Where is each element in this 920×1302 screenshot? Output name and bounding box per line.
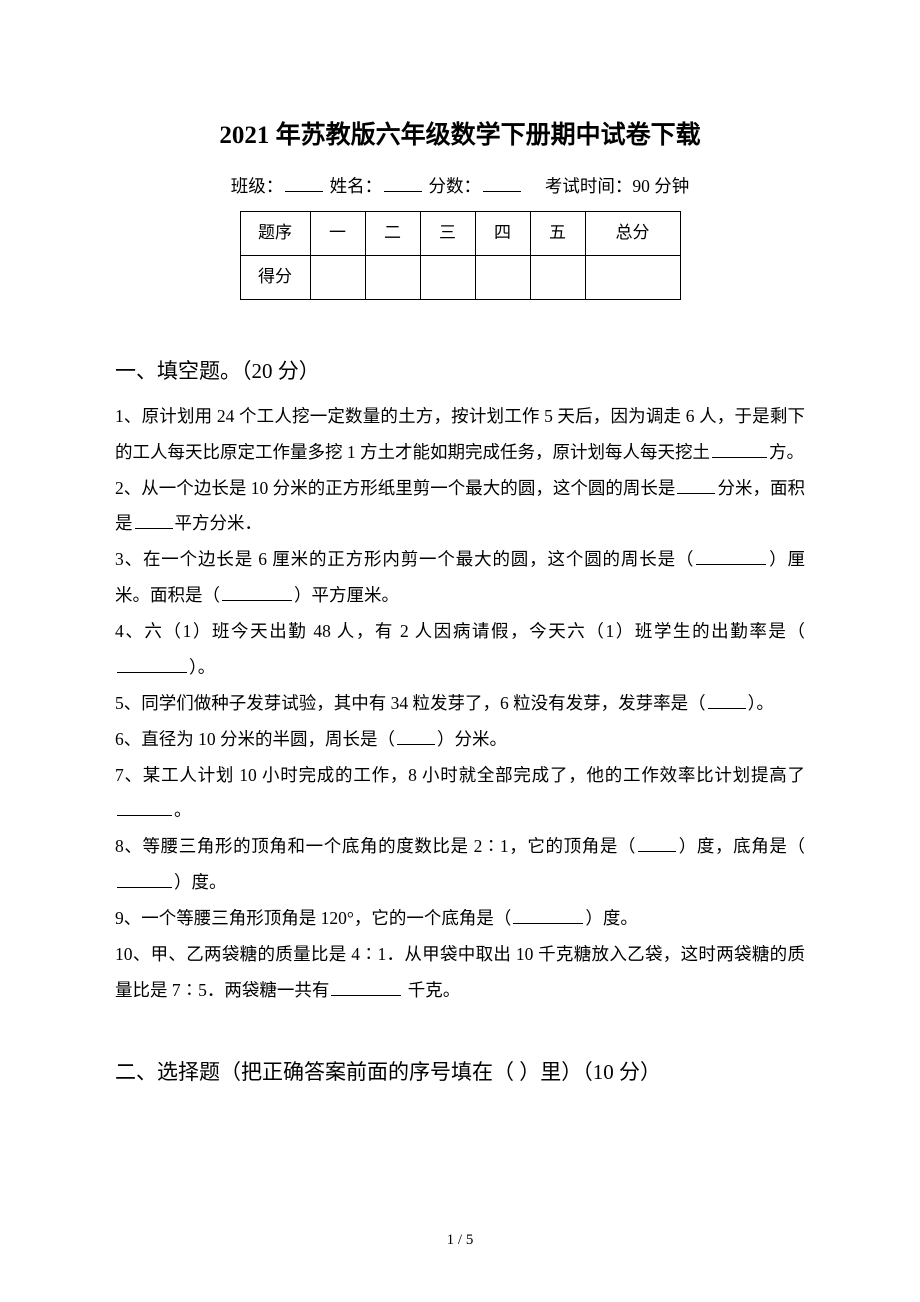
q-text: ）分米。	[437, 729, 507, 749]
score-blank[interactable]	[483, 175, 521, 193]
score-label: 分数：	[429, 169, 482, 205]
score-cell[interactable]	[310, 255, 365, 299]
q-text: ）度。	[174, 872, 227, 892]
section-1-heading: 一、填空题。（20 分）	[115, 350, 805, 393]
answer-blank[interactable]	[135, 512, 173, 530]
question-4: 4、六（1）班今天出勤 48 人，有 2 人因病请假，今天六（1）班学生的出勤率…	[115, 614, 805, 686]
q-text: 9、一个等腰三角形顶角是 120°，它的一个底角是（	[115, 908, 511, 928]
question-5: 5、同学们做种子发芽试验，其中有 34 粒发芽了，6 粒没有发芽，发芽率是（ ）。	[115, 686, 805, 722]
class-label: 班级：	[231, 169, 284, 205]
q-text: 平方分米．	[175, 513, 263, 533]
name-label: 姓名：	[330, 169, 383, 205]
q-text: ）度，底角是（	[678, 836, 805, 856]
question-3: 3、在一个边长是 6 厘米的正方形内剪一个最大的圆，这个圆的周长是（）厘米。面积…	[115, 542, 805, 614]
col-3: 三	[420, 212, 475, 256]
question-7: 7、某工人计划 10 小时完成的工作，8 小时就全部完成了，他的工作效率比计划提…	[115, 758, 805, 830]
col-5: 五	[530, 212, 585, 256]
q-text: 6、直径为 10 分米的半圆，周长是（	[115, 729, 395, 749]
q-text: ）度。	[585, 908, 638, 928]
col-1: 一	[310, 212, 365, 256]
col-4: 四	[475, 212, 530, 256]
section-2-heading: 二、选择题（把正确答案前面的序号填在（ ）里）（10 分）	[115, 1051, 805, 1094]
q-text: ）。	[189, 657, 215, 677]
table-row: 题序 一 二 三 四 五 总分	[240, 212, 680, 256]
score-cell[interactable]	[475, 255, 530, 299]
q-text: 7、某工人计划 10 小时完成的工作，8 小时就全部完成了，他的工作效率比计划提…	[115, 765, 805, 785]
score-cell[interactable]	[420, 255, 475, 299]
time-label: 考试时间：90 分钟	[545, 169, 689, 205]
q-text: 。	[174, 800, 192, 820]
question-10: 10、甲、乙两袋糖的质量比是 4∶1．从甲袋中取出 10 千克糖放入乙袋，这时两…	[115, 937, 805, 1009]
answer-blank[interactable]	[117, 655, 187, 673]
question-9: 9、一个等腰三角形顶角是 120°，它的一个底角是（ ）度。	[115, 901, 805, 937]
question-2: 2、从一个边长是 10 分米的正方形纸里剪一个最大的圆，这个圆的周长是分米，面积…	[115, 471, 805, 543]
col-total: 总分	[585, 212, 680, 256]
answer-blank[interactable]	[117, 871, 172, 889]
q-text: 方。	[769, 442, 804, 462]
name-blank[interactable]	[384, 175, 422, 193]
row-label-2: 得分	[240, 255, 310, 299]
answer-blank[interactable]	[638, 835, 676, 853]
score-cell[interactable]	[585, 255, 680, 299]
q-text: ）。	[748, 693, 774, 713]
score-cell[interactable]	[365, 255, 420, 299]
answer-blank[interactable]	[331, 978, 401, 996]
answer-blank[interactable]	[708, 691, 746, 709]
q-text: 2、从一个边长是 10 分米的正方形纸里剪一个最大的圆，这个圆的周长是	[115, 478, 675, 498]
class-blank[interactable]	[285, 175, 323, 193]
q-text: 4、六（1）班今天出勤 48 人，有 2 人因病请假，今天六（1）班学生的出勤率…	[115, 621, 805, 641]
q-text: 8、等腰三角形的顶角和一个底角的度数比是 2∶1，它的顶角是（	[115, 836, 636, 856]
q-text: 千克。	[403, 980, 460, 1000]
answer-blank[interactable]	[513, 907, 583, 925]
answer-blank[interactable]	[712, 440, 767, 458]
header-info: 班级： 姓名： 分数： 考试时间：90 分钟	[115, 169, 805, 205]
row-label-1: 题序	[240, 212, 310, 256]
answer-blank[interactable]	[397, 727, 435, 745]
score-table: 题序 一 二 三 四 五 总分 得分	[240, 211, 681, 300]
page-number: 1 / 5	[0, 1225, 920, 1256]
doc-title: 2021 年苏教版六年级数学下册期中试卷下载	[115, 110, 805, 161]
score-cell[interactable]	[530, 255, 585, 299]
answer-blank[interactable]	[696, 548, 766, 566]
answer-blank[interactable]	[677, 476, 715, 494]
table-row: 得分	[240, 255, 680, 299]
col-2: 二	[365, 212, 420, 256]
q-text: 5、同学们做种子发芽试验，其中有 34 粒发芽了，6 粒没有发芽，发芽率是（	[115, 693, 706, 713]
answer-blank[interactable]	[222, 584, 292, 602]
q-text: ）平方厘米。	[294, 585, 399, 605]
answer-blank[interactable]	[117, 799, 172, 817]
question-6: 6、直径为 10 分米的半圆，周长是（ ）分米。	[115, 722, 805, 758]
q-text: 3、在一个边长是 6 厘米的正方形内剪一个最大的圆，这个圆的周长是（	[115, 549, 694, 569]
question-8: 8、等腰三角形的顶角和一个底角的度数比是 2∶1，它的顶角是（ ）度，底角是（ ）度…	[115, 829, 805, 901]
q-text: 1、原计划用 24 个工人挖一定数量的土方，按计划工作 5 天后，因为调走 6 …	[115, 406, 805, 462]
question-1: 1、原计划用 24 个工人挖一定数量的土方，按计划工作 5 天后，因为调走 6 …	[115, 399, 805, 471]
